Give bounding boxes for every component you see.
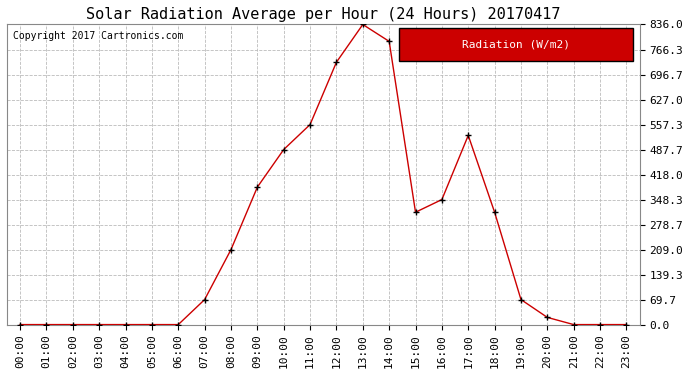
- FancyBboxPatch shape: [400, 27, 633, 60]
- Text: Radiation (W/m2): Radiation (W/m2): [462, 39, 570, 49]
- Text: Copyright 2017 Cartronics.com: Copyright 2017 Cartronics.com: [13, 30, 184, 40]
- Title: Solar Radiation Average per Hour (24 Hours) 20170417: Solar Radiation Average per Hour (24 Hou…: [86, 7, 560, 22]
